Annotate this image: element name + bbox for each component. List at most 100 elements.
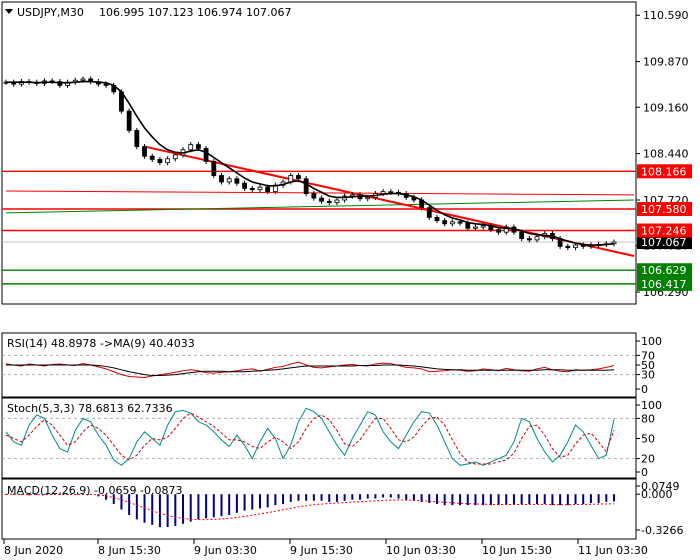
candle-body [249,188,255,191]
candle-body [188,144,194,151]
candle-body [465,222,471,229]
price-label: 107.067 [641,236,687,249]
candle-body [326,200,332,203]
stoch-y-tick-label: 50 [641,433,655,446]
macd-bar [459,494,462,506]
macd-bar [166,494,169,528]
level-label: 107.246 [641,225,687,238]
macd-bar [559,494,562,506]
macd-bar [289,494,292,502]
ohlc-values: 106.995 107.123 106.974 107.067 [99,6,291,19]
macd-bar [20,494,23,496]
candle-body [565,245,571,249]
rsi-header: RSI(14) 48.8978 ->MA(9) 40.4033 [7,337,195,350]
macd-bar [474,494,477,506]
macd-bar [197,494,200,520]
candle-body [303,178,309,194]
macd-bar [428,494,431,503]
macd-bar [320,494,323,501]
macd-bar [528,494,531,505]
price-header: USDJPY,M30 106.995 107.123 106.974 107.0… [5,6,291,19]
macd-y-tick-label: 0.000 [641,488,673,501]
channel-line [5,199,635,214]
macd-bar [205,494,208,519]
candle-body [319,197,324,202]
candle-body [219,175,224,183]
level-label: 106.629 [641,264,687,277]
candle-body [573,244,578,249]
macd-bar [374,494,377,499]
macd-bar [597,494,600,503]
macd-bar [405,494,408,500]
macd-bar [12,494,15,496]
macd-bar [613,494,615,502]
candle-body [442,220,448,225]
macd-bar [235,494,238,513]
macd-bar [35,494,38,496]
macd-bar [28,494,31,496]
macd-bar [151,494,154,525]
macd-bar [305,494,308,501]
candle-body [126,110,132,131]
stoch-y-tick-label: 20 [641,453,655,466]
y-tick-label: 109.870 [643,56,689,69]
candle-body [503,226,509,233]
macd-bar [351,494,354,500]
macd-bar [397,494,400,499]
moving-average-line [6,80,615,246]
level-label-box [637,276,692,291]
stoch-series-line [5,407,615,466]
level-label-box [637,223,692,238]
macd-bar [466,494,469,506]
candle-body [211,160,217,176]
y-tick-label: 109.160 [643,101,689,114]
macd-bar [343,494,346,501]
level-label: 108.166 [641,165,687,178]
level-label-box [637,164,692,179]
macd-bar [258,494,261,509]
candle-body [196,144,201,149]
x-tick-label: 9 Jun 03:30 [194,544,257,557]
stoch-series-line [5,412,615,465]
candle-body [457,221,463,224]
rsi-y-tick-label: 50 [641,359,655,372]
macd-bar [143,494,146,523]
candle-body [165,158,171,164]
candle-body [142,146,147,157]
candle-body [388,191,394,194]
candle-body [103,83,109,86]
candle-body [426,207,432,218]
macd-bar [505,494,508,505]
candle-body [449,221,455,225]
macd-bar [297,494,300,501]
rsi-series-line [6,364,615,377]
candle-body [496,229,501,233]
rsi-y-tick-label: 100 [641,335,662,348]
stoch-y-tick-label: 100 [641,399,662,412]
macd-bar [182,494,185,524]
rsi-y-tick-label: 30 [641,369,655,382]
candle-body [311,193,317,199]
macd-bar [282,494,285,505]
candle-body [334,199,340,203]
level-label-box [637,263,692,278]
macd-bar [566,494,569,506]
macd-bar [158,494,161,528]
macd-bar [328,494,331,502]
macd-bar [128,494,131,516]
macd-bar [551,494,554,506]
macd-bar [120,494,123,510]
macd-bar [389,494,392,498]
macd-bar [312,494,315,501]
macd-bar [189,494,192,522]
macd-bar [228,494,231,516]
macd-signal-line [6,493,615,521]
macd-bar [174,494,177,526]
macd-bar [382,494,385,498]
candle-body [234,178,240,184]
dropdown-triangle-icon[interactable] [5,9,13,14]
macd-bar [520,494,523,505]
candle-body [149,155,155,160]
macd-bar [497,494,500,506]
